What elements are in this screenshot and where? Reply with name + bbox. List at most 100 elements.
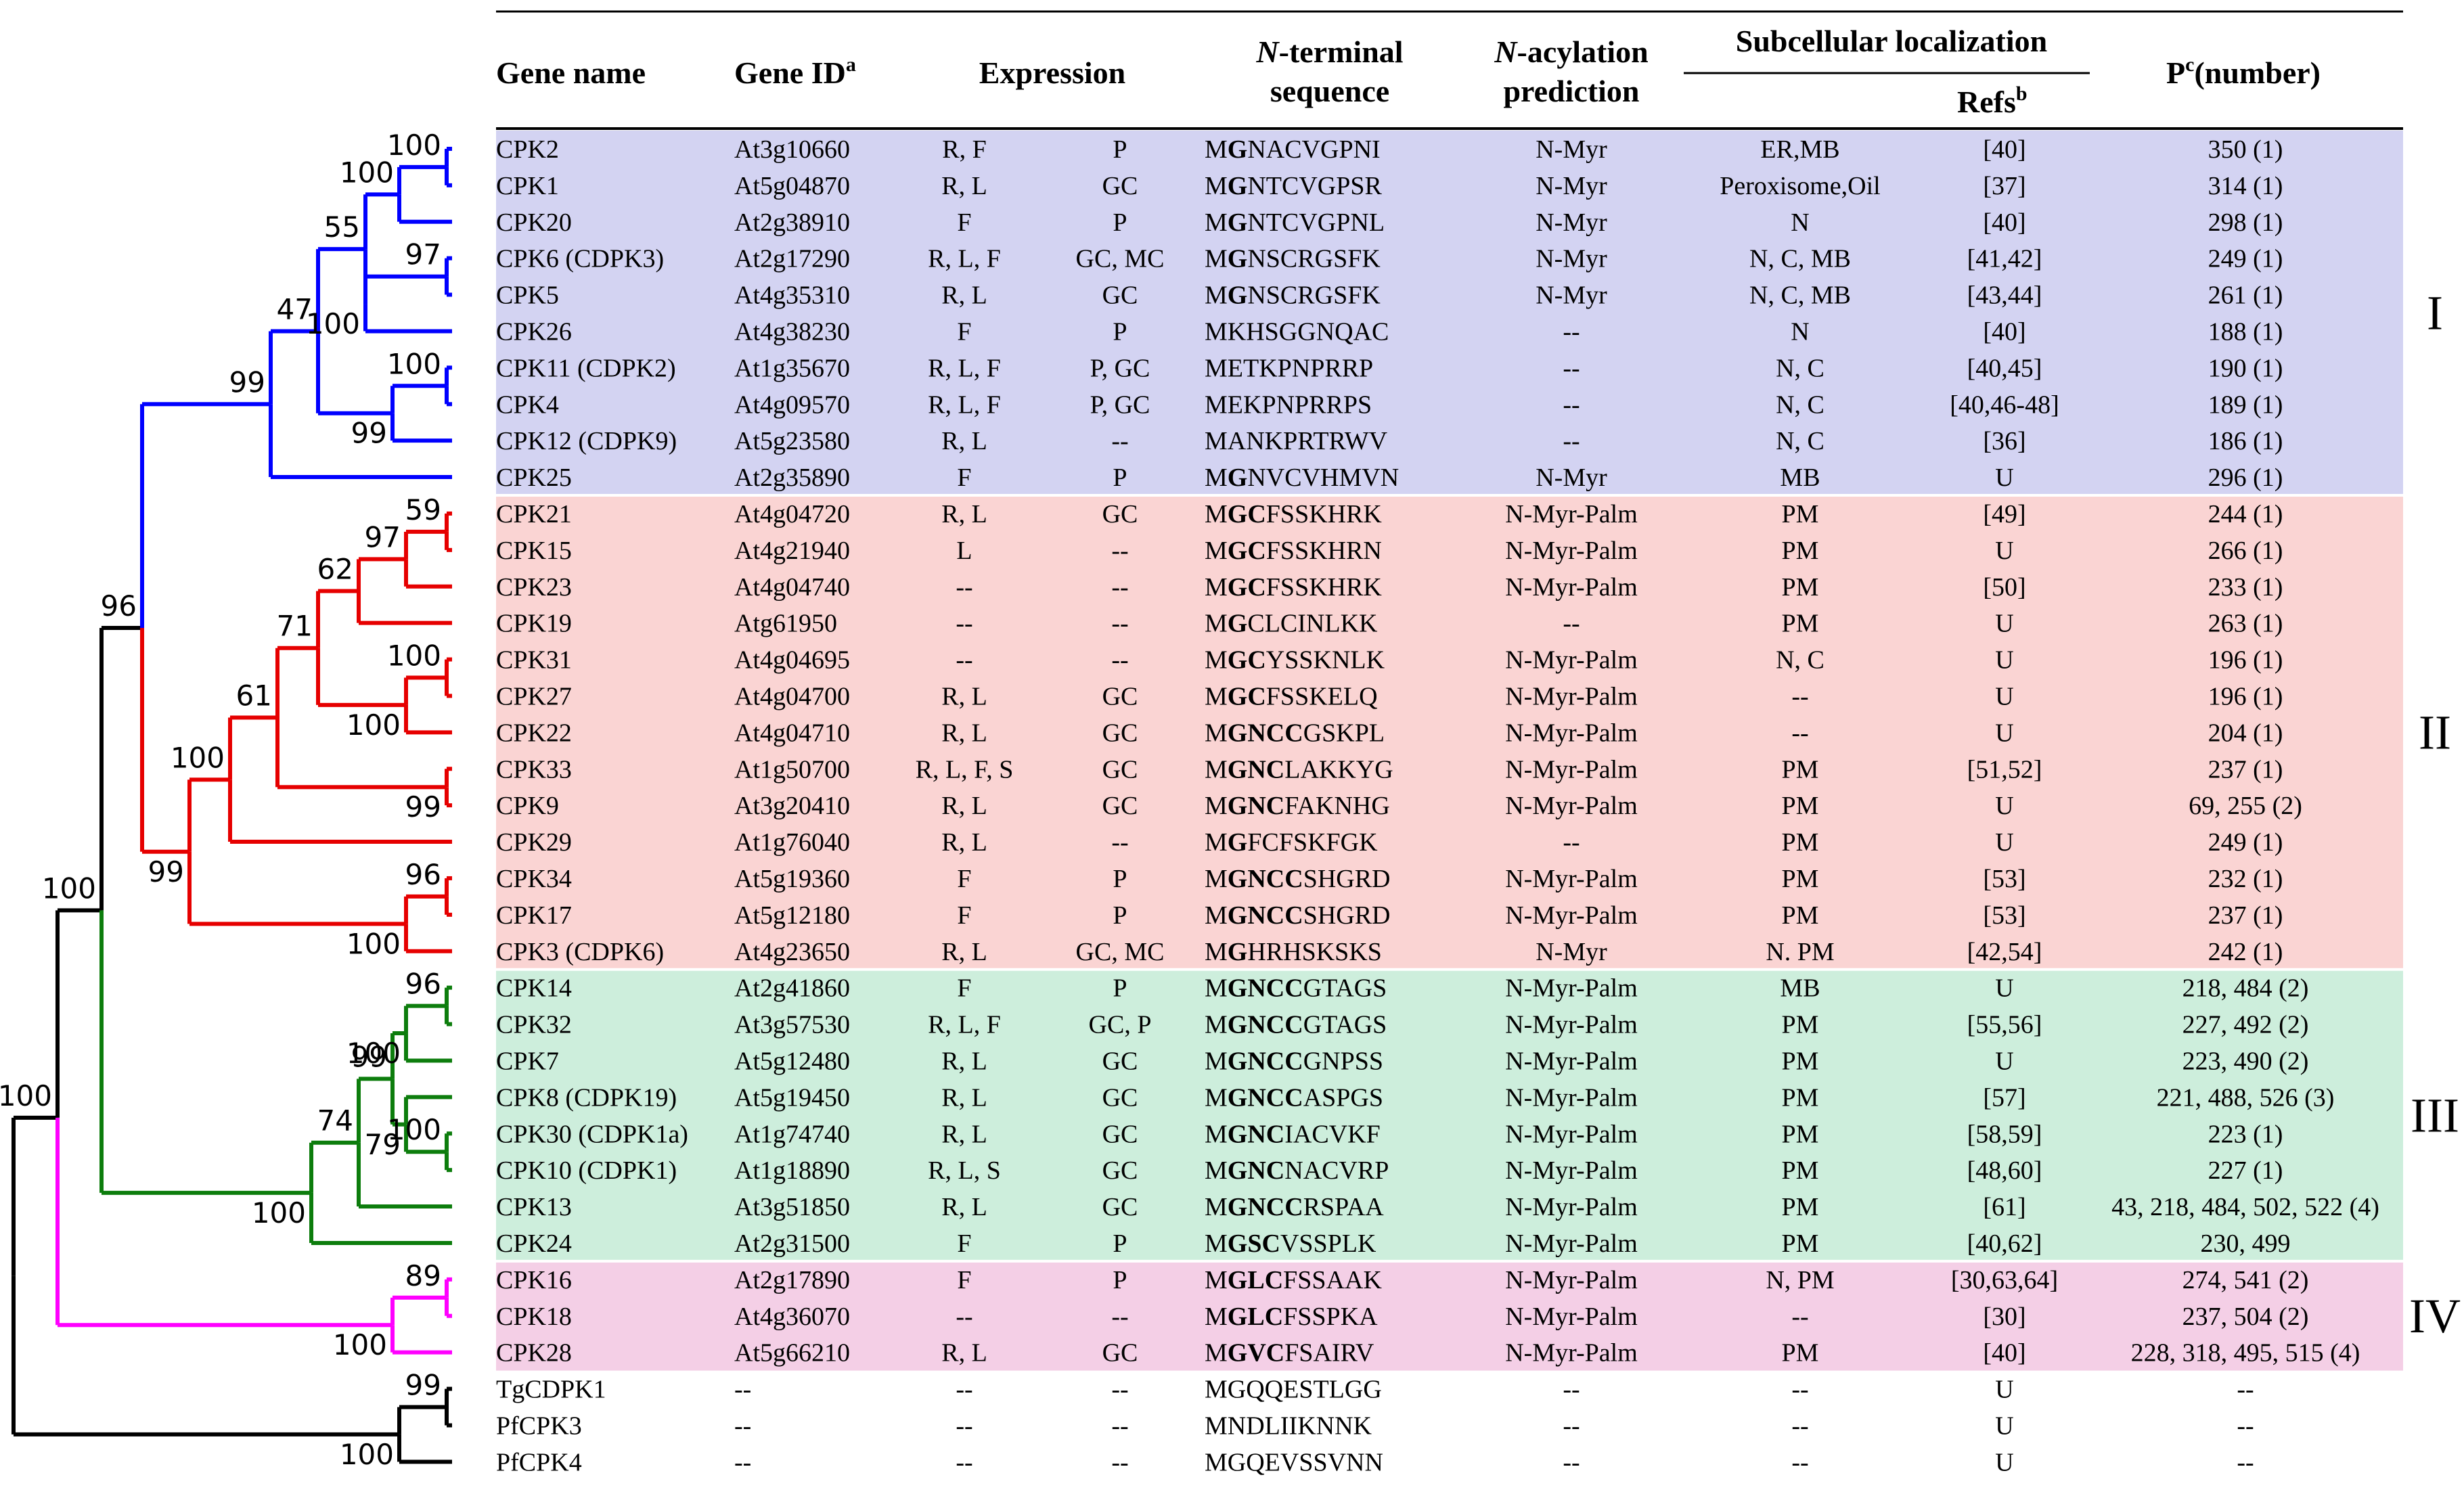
gene-name-cell: CPK28 bbox=[496, 1339, 572, 1367]
p-number-cell: 228, 318, 495, 515 (4) bbox=[2131, 1339, 2360, 1367]
sequence-residues: GSKPL bbox=[1303, 719, 1385, 747]
sequence-bold-residues: GNCC bbox=[1228, 901, 1303, 930]
localization-cell: PM bbox=[1782, 1083, 1819, 1112]
sequence-residues: NSCRGSFK bbox=[1247, 245, 1381, 273]
sequence-bold-residues: GNC bbox=[1228, 1156, 1284, 1185]
sequence-residues: GTAGS bbox=[1303, 1011, 1387, 1039]
expression-cell-type-cell: -- bbox=[1111, 610, 1128, 638]
gene-id-cell: At5g66210 bbox=[734, 1339, 850, 1367]
gene-name-cell: CPK19 bbox=[496, 610, 572, 638]
table-row: CPK1 At5g04870 R, L GC MGNTCVGPSR N-Myr Peroxi… bbox=[496, 172, 2283, 200]
expression-cell-type-cell: -- bbox=[1111, 1448, 1128, 1476]
p-number-cell: 233 (1) bbox=[2208, 573, 2283, 602]
table-row: CPK7 At5g12480 R, L GC MGNCCGNPSS N-Myr-Palm P… bbox=[496, 1047, 2308, 1075]
table-row: CPK18 At4g36070 -- -- MGLCFSSPKA N-Myr-Palm --… bbox=[496, 1303, 2308, 1331]
sequence-residues: IACVKF bbox=[1284, 1120, 1380, 1148]
sequence-bold-residues: G bbox=[1228, 828, 1248, 857]
gene-id-cell: At1g76040 bbox=[734, 828, 850, 857]
sequence-bold-residues: GC bbox=[1228, 573, 1266, 602]
refs-cell: [40] bbox=[1983, 317, 2025, 346]
bootstrap-value: 100 bbox=[387, 639, 441, 673]
expression-tissue-cell: -- bbox=[956, 646, 972, 675]
sequence-residues: M bbox=[1205, 500, 1228, 528]
bootstrap-value: 99 bbox=[351, 417, 387, 450]
refs-cell: U bbox=[1995, 646, 2013, 675]
table-row: CPK4 At4g09570 R, L, F P, GC MEKPNPRRPS -- N, … bbox=[496, 390, 2283, 419]
table-row: CPK14 At2g41860 F P MGNCCGTAGS N-Myr-Palm MB U 2… bbox=[496, 974, 2308, 1003]
gene-name-cell: CPK31 bbox=[496, 646, 572, 675]
localization-cell: PM bbox=[1782, 865, 1819, 893]
gene-id-cell: At5g23580 bbox=[734, 427, 850, 455]
header-gene-name: Gene name bbox=[496, 55, 646, 90]
sequence-bold-residues: G bbox=[1228, 135, 1248, 164]
expression-tissue-cell: R, L bbox=[941, 1047, 987, 1075]
localization-cell: N, C, MB bbox=[1749, 245, 1851, 273]
sequence-residues: LAKKYG bbox=[1284, 755, 1393, 784]
refs-cell: [55,56] bbox=[1967, 1011, 2042, 1039]
localization-cell: N, PM bbox=[1766, 1266, 1834, 1294]
localization-cell: PM bbox=[1782, 573, 1819, 602]
bootstrap-value: 99 bbox=[229, 365, 265, 399]
header-nacyl-1: N-acylation bbox=[1494, 35, 1648, 69]
expression-tissue-cell: F bbox=[957, 974, 971, 1003]
gene-id-cell: At4g35310 bbox=[734, 281, 850, 310]
gene-id-cell: At4g04695 bbox=[734, 646, 850, 675]
header-gene-id-sup: a bbox=[846, 53, 856, 76]
bootstrap-value: 100 bbox=[0, 1079, 52, 1112]
sequence-residues: FSAIRV bbox=[1284, 1339, 1374, 1367]
p-number-cell: 298 (1) bbox=[2208, 208, 2283, 237]
localization-cell: ER,MB bbox=[1760, 135, 1839, 164]
gene-id-cell: -- bbox=[734, 1376, 751, 1404]
gene-name-cell: CPK22 bbox=[496, 719, 572, 747]
p-number-cell: 69, 255 (2) bbox=[2189, 792, 2302, 820]
sequence-residues: M bbox=[1205, 537, 1228, 565]
refs-cell: [41,42] bbox=[1967, 245, 2042, 273]
expression-tissue-cell: R, L bbox=[941, 682, 987, 710]
nterm-sequence-cell: MGNCIACVKF bbox=[1205, 1120, 1381, 1148]
expression-tissue-cell: R, L, F, S bbox=[916, 755, 1014, 784]
table-rules bbox=[496, 10, 2403, 130]
localization-cell: -- bbox=[1791, 1411, 1808, 1440]
gene-name-cell: CPK11 (CDPK2) bbox=[496, 354, 676, 382]
header-p-sup: c bbox=[2185, 53, 2194, 76]
gene-name-cell: CPK26 bbox=[496, 317, 572, 346]
p-number-cell: 196 (1) bbox=[2208, 646, 2283, 675]
acylation-cell: N-Myr-Palm bbox=[1505, 1339, 1638, 1367]
p-number-cell: 189 (1) bbox=[2208, 390, 2283, 419]
table-header: Gene name Gene IDa Expression N-terminal… bbox=[496, 24, 2321, 119]
expression-cell-type-cell: GC bbox=[1102, 1120, 1138, 1148]
localization-cell: PM bbox=[1782, 828, 1819, 857]
sequence-residues: M bbox=[1205, 1156, 1228, 1185]
sequence-residues: M bbox=[1205, 792, 1228, 820]
expression-tissue-cell: R, L, F bbox=[928, 354, 1001, 382]
gene-id-cell: At2g31500 bbox=[734, 1229, 850, 1258]
sequence-residues: MKHSGGNQAC bbox=[1205, 317, 1389, 346]
localization-cell: N, C bbox=[1776, 390, 1824, 419]
sequence-residues: M bbox=[1205, 938, 1228, 966]
gene-id-cell: At3g20410 bbox=[734, 792, 850, 820]
localization-cell: N bbox=[1791, 317, 1809, 346]
sequence-residues: CLCINLKK bbox=[1247, 610, 1378, 638]
sequence-residues: NACVRP bbox=[1284, 1156, 1389, 1185]
sequence-residues: GTAGS bbox=[1303, 974, 1387, 1003]
gene-name-cell: CPK18 bbox=[496, 1303, 572, 1331]
bootstrap-value: 100 bbox=[171, 741, 225, 774]
sequence-bold-residues: GNCC bbox=[1228, 974, 1303, 1003]
group-band-II bbox=[496, 495, 2403, 970]
nterm-sequence-cell: MGCYSSKNLK bbox=[1205, 646, 1385, 675]
bootstrap-value: 47 bbox=[277, 292, 313, 325]
expression-cell-type-cell: P bbox=[1113, 464, 1127, 492]
nterm-sequence-cell: MGNCCGSKPL bbox=[1205, 719, 1385, 747]
refs-cell: U bbox=[1995, 974, 2013, 1003]
header-refs: Refsb bbox=[1957, 83, 2028, 119]
bootstrap-value: 100 bbox=[387, 129, 441, 162]
nterm-sequence-cell: MGLCFSSAAK bbox=[1205, 1266, 1382, 1294]
table-row: CPK28 At5g66210 R, L GC MGVCFSAIRV N-Myr-Palm… bbox=[496, 1339, 2360, 1367]
nterm-sequence-cell: MGNSCRGSFK bbox=[1205, 281, 1381, 310]
acylation-cell: N-Myr-Palm bbox=[1505, 719, 1638, 747]
expression-tissue-cell: L bbox=[956, 537, 972, 565]
sequence-residues: M bbox=[1205, 865, 1228, 893]
expression-cell-type-cell: GC bbox=[1102, 755, 1138, 784]
bootstrap-value: 100 bbox=[340, 1438, 394, 1471]
